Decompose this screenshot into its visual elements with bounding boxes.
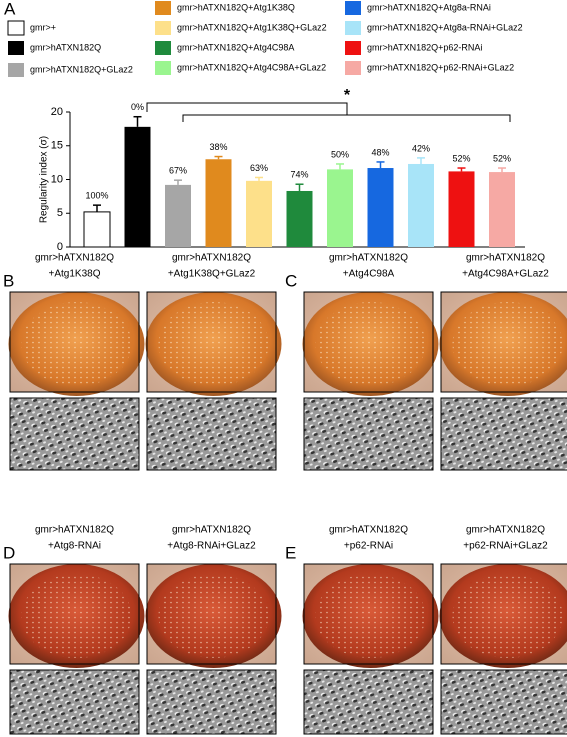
legend-swatch [8, 63, 24, 77]
eye-facets [158, 574, 269, 658]
bar [327, 169, 353, 247]
sem-texture [9, 397, 140, 471]
image-caption: +Atg1K38Q+GLaz2 [168, 269, 256, 280]
bar [408, 163, 434, 247]
legend-swatch [345, 61, 361, 75]
legend-swatch [8, 41, 24, 55]
eye-frame [9, 291, 140, 393]
legend-label: gmr>hATXN182Q+p62-RNAi [367, 42, 482, 52]
legend-swatch [345, 41, 361, 55]
legend-swatch [155, 1, 171, 15]
bar [246, 180, 272, 247]
legend-label: gmr>hATXN182Q+p62-RNAi+GLaz2 [367, 62, 514, 72]
percent-label: 52% [452, 153, 470, 163]
percent-label: 74% [290, 170, 308, 180]
eye-facets [452, 574, 563, 658]
image-caption: gmr>hATXN182Q [329, 525, 408, 536]
percent-label: 100% [85, 191, 108, 201]
legend-swatch [155, 41, 171, 55]
sem-texture [440, 669, 567, 735]
image-caption: gmr>hATXN182Q [35, 525, 114, 536]
bar [83, 211, 111, 248]
legend-label: gmr>hATXN182Q+Atg4C98A [177, 42, 294, 52]
eye-facets [452, 302, 563, 386]
panel-letter: B [3, 271, 14, 290]
image-caption: +Atg4C98A [343, 269, 395, 280]
bar [286, 190, 313, 247]
legend-label: gmr>hATXN182Q [30, 42, 101, 52]
eye-facets [158, 302, 269, 386]
sem-texture [9, 669, 140, 735]
legend-swatch [345, 1, 361, 15]
panel-letter: D [3, 543, 15, 562]
image-caption: gmr>hATXN182Q [466, 525, 545, 536]
sem-texture [303, 397, 434, 471]
legend-label: gmr>hATXN182Q+Atg8a-RNAi [367, 2, 491, 12]
legend-swatch [155, 21, 171, 35]
percent-label: 38% [209, 142, 227, 152]
legend-label: gmr>hATXN182Q+Atg1K38Q [177, 2, 295, 12]
image-caption: gmr>hATXN182Q [466, 253, 545, 264]
panel-letter: E [285, 543, 296, 562]
legend-label: gmr>+ [30, 22, 56, 32]
image-caption: +Atg8-RNAi+GLaz2 [167, 541, 256, 552]
significance-star: * [344, 87, 351, 104]
percent-label: 48% [371, 147, 389, 157]
legend-swatch [345, 21, 361, 35]
percent-label: 67% [169, 166, 187, 176]
eye-facets [21, 574, 132, 658]
legend-swatch [155, 61, 171, 75]
image-caption: gmr>hATXN182Q [329, 253, 408, 264]
eye-facets [315, 574, 426, 658]
percent-label: 0% [131, 102, 144, 112]
image-caption: +Atg4C98A+GLaz2 [462, 269, 549, 280]
sem-texture [146, 669, 277, 735]
percent-label: 50% [331, 149, 349, 159]
image-caption: gmr>hATXN182Q [172, 253, 251, 264]
eye-facets [315, 302, 426, 386]
bar [124, 126, 151, 247]
significance-bracket [146, 102, 511, 122]
legend-label: gmr>hATXN182Q+Atg8a-RNAi+GLaz2 [367, 22, 523, 32]
percent-label: 42% [412, 143, 430, 153]
bar [205, 159, 232, 247]
sem-texture [440, 397, 567, 471]
y-tick-label: 5 [57, 207, 63, 219]
bar [489, 172, 515, 247]
eye-frame [146, 291, 277, 393]
image-caption: +Atg8-RNAi [48, 541, 101, 552]
percent-label: 52% [493, 153, 511, 163]
sem-texture [303, 669, 434, 735]
image-caption: +p62-RNAi+GLaz2 [463, 541, 548, 552]
legend-label: gmr>hATXN182Q+GLaz2 [30, 64, 133, 74]
y-tick-label: 0 [57, 241, 63, 253]
panel-letter: C [285, 271, 297, 290]
y-axis-label: Regularity index (σ) [39, 136, 50, 223]
eye-frame [440, 563, 567, 665]
eye-frame [146, 563, 277, 665]
bar [165, 184, 191, 247]
y-tick-label: 10 [51, 173, 63, 185]
image-caption: gmr>hATXN182Q [35, 253, 114, 264]
image-caption: gmr>hATXN182Q [172, 525, 251, 536]
legend-label: gmr>hATXN182Q+Atg1K38Q+GLaz2 [177, 22, 327, 32]
image-caption: +p62-RNAi [344, 541, 393, 552]
y-tick-label: 20 [51, 106, 63, 118]
percent-label: 63% [250, 163, 268, 173]
legend-label: gmr>hATXN182Q+Atg4C98A+GLaz2 [177, 62, 326, 72]
bar [367, 168, 394, 247]
panel-letter: A [4, 0, 16, 18]
y-tick-label: 15 [51, 140, 63, 152]
eye-frame [303, 291, 434, 393]
eye-frame [440, 291, 567, 393]
bar [448, 171, 475, 247]
legend-swatch [7, 20, 25, 36]
eye-facets [21, 302, 132, 386]
eye-frame [303, 563, 434, 665]
sem-texture [146, 397, 277, 471]
image-caption: +Atg1K38Q [49, 269, 101, 280]
eye-frame [9, 563, 140, 665]
